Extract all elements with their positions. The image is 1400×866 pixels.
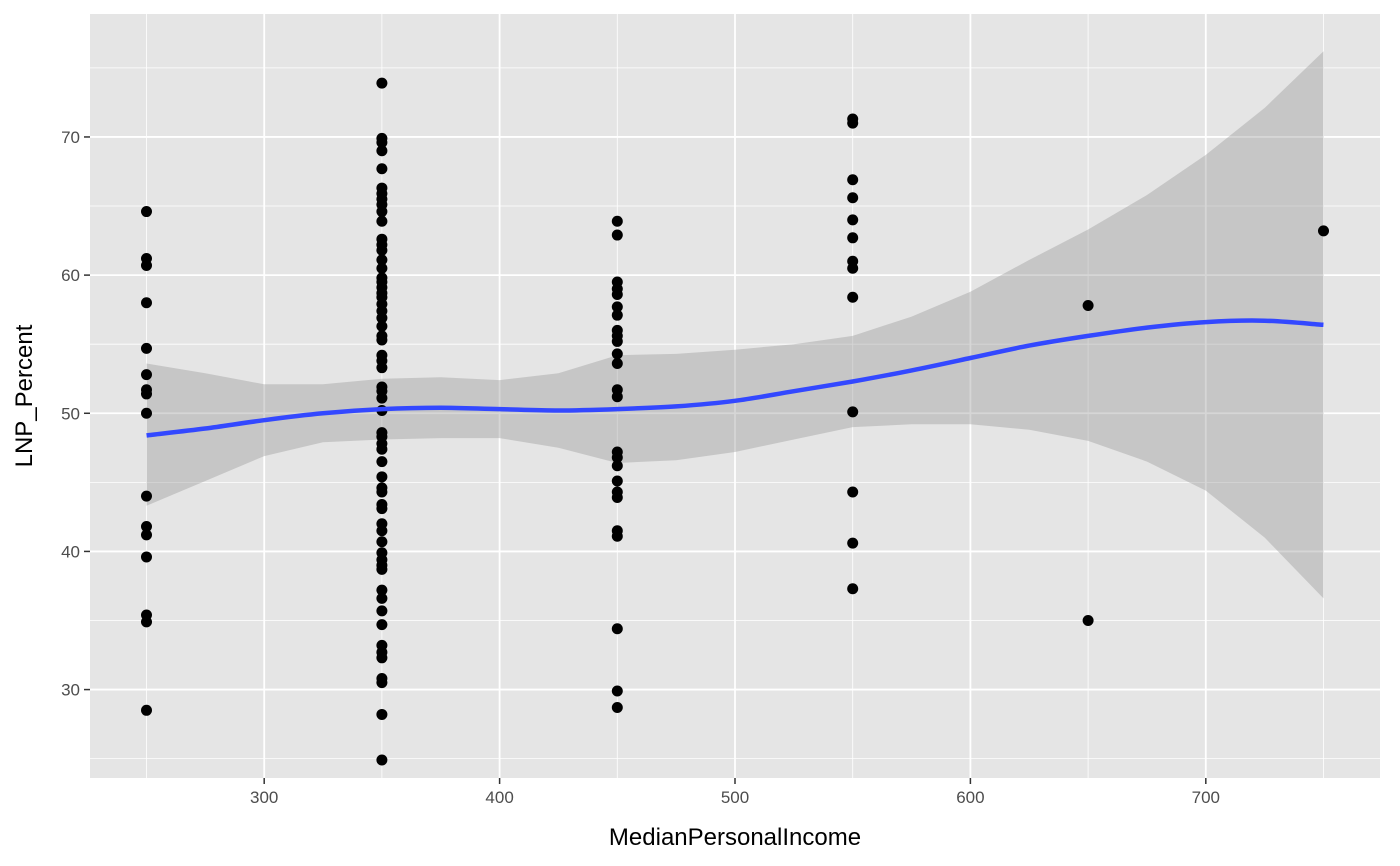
data-point: [611, 685, 623, 697]
data-point: [140, 490, 152, 502]
data-point: [376, 320, 388, 332]
data-point: [376, 392, 388, 404]
data-point: [376, 456, 388, 468]
data-point: [611, 623, 623, 635]
data-point: [376, 206, 388, 218]
data-point: [140, 342, 152, 354]
data-point: [140, 297, 152, 309]
data-point: [376, 136, 388, 148]
data-point: [376, 262, 388, 274]
major-gridlines: [90, 14, 1380, 778]
data-point: [140, 704, 152, 716]
data-point: [376, 163, 388, 175]
data-point: [847, 583, 859, 595]
data-point: [140, 388, 152, 400]
data-point: [611, 460, 623, 472]
data-point: [847, 192, 859, 204]
data-point: [376, 525, 388, 537]
data-point: [376, 443, 388, 455]
x-tick-label: 500: [721, 788, 749, 807]
data-point: [847, 214, 859, 226]
data-point: [376, 471, 388, 483]
data-point: [376, 486, 388, 498]
data-point: [376, 754, 388, 766]
data-point: [376, 584, 388, 596]
data-point: [847, 486, 859, 498]
data-point: [847, 262, 859, 274]
data-point: [1318, 225, 1330, 237]
data-point: [376, 605, 388, 617]
data-points: [140, 77, 1330, 766]
data-point: [140, 369, 152, 381]
data-point: [847, 406, 859, 418]
data-point: [140, 616, 152, 628]
x-tick-label: 600: [956, 788, 984, 807]
data-point: [847, 174, 859, 186]
data-point: [847, 117, 859, 129]
data-point: [376, 677, 388, 689]
data-point: [611, 702, 623, 714]
data-point: [140, 259, 152, 271]
y-tick-label: 70: [61, 128, 80, 147]
data-point: [376, 334, 388, 346]
data-point: [376, 563, 388, 575]
data-point: [376, 312, 388, 324]
x-tick-label: 300: [250, 788, 278, 807]
data-point: [376, 145, 388, 157]
data-point: [611, 475, 623, 487]
y-axis-ticks: 30 40 50 60 70: [61, 128, 90, 700]
data-point: [611, 229, 623, 241]
data-point: [611, 348, 623, 360]
data-point: [376, 652, 388, 664]
x-axis-ticks: 300 400 500 600 700: [250, 778, 1220, 807]
x-tick-label: 700: [1192, 788, 1220, 807]
y-tick-label: 30: [61, 681, 80, 700]
data-point: [376, 244, 388, 256]
data-point: [376, 362, 388, 374]
data-point: [847, 291, 859, 303]
data-point: [1082, 300, 1094, 312]
y-tick-label: 50: [61, 404, 80, 423]
data-point: [611, 301, 623, 313]
data-point: [140, 529, 152, 541]
data-point: [611, 451, 623, 463]
data-point: [611, 530, 623, 542]
data-point: [611, 358, 623, 370]
y-tick-label: 40: [61, 542, 80, 561]
data-point: [140, 521, 152, 533]
smooth-trend-line: [146, 318, 1324, 438]
x-axis-title: MedianPersonalIncome: [609, 824, 861, 851]
data-point: [611, 215, 623, 227]
data-point: [376, 619, 388, 631]
data-point: [376, 708, 388, 720]
data-point: [847, 232, 859, 244]
data-point: [1082, 615, 1094, 627]
data-point: [140, 407, 152, 419]
data-point: [376, 215, 388, 227]
data-point: [140, 206, 152, 218]
data-point: [611, 288, 623, 300]
data-point: [376, 503, 388, 515]
data-point: [847, 537, 859, 549]
data-point: [611, 335, 623, 347]
data-point: [611, 492, 623, 504]
data-point: [140, 551, 152, 563]
x-tick-label: 400: [485, 788, 513, 807]
data-point: [611, 309, 623, 321]
data-point: [376, 254, 388, 266]
y-axis-title: LNP_Percent: [11, 324, 38, 467]
y-tick-label: 60: [61, 266, 80, 285]
data-point: [376, 77, 388, 89]
data-point: [376, 592, 388, 604]
data-point: [611, 391, 623, 403]
confidence-ribbon: [146, 51, 1324, 599]
data-point: [376, 536, 388, 548]
